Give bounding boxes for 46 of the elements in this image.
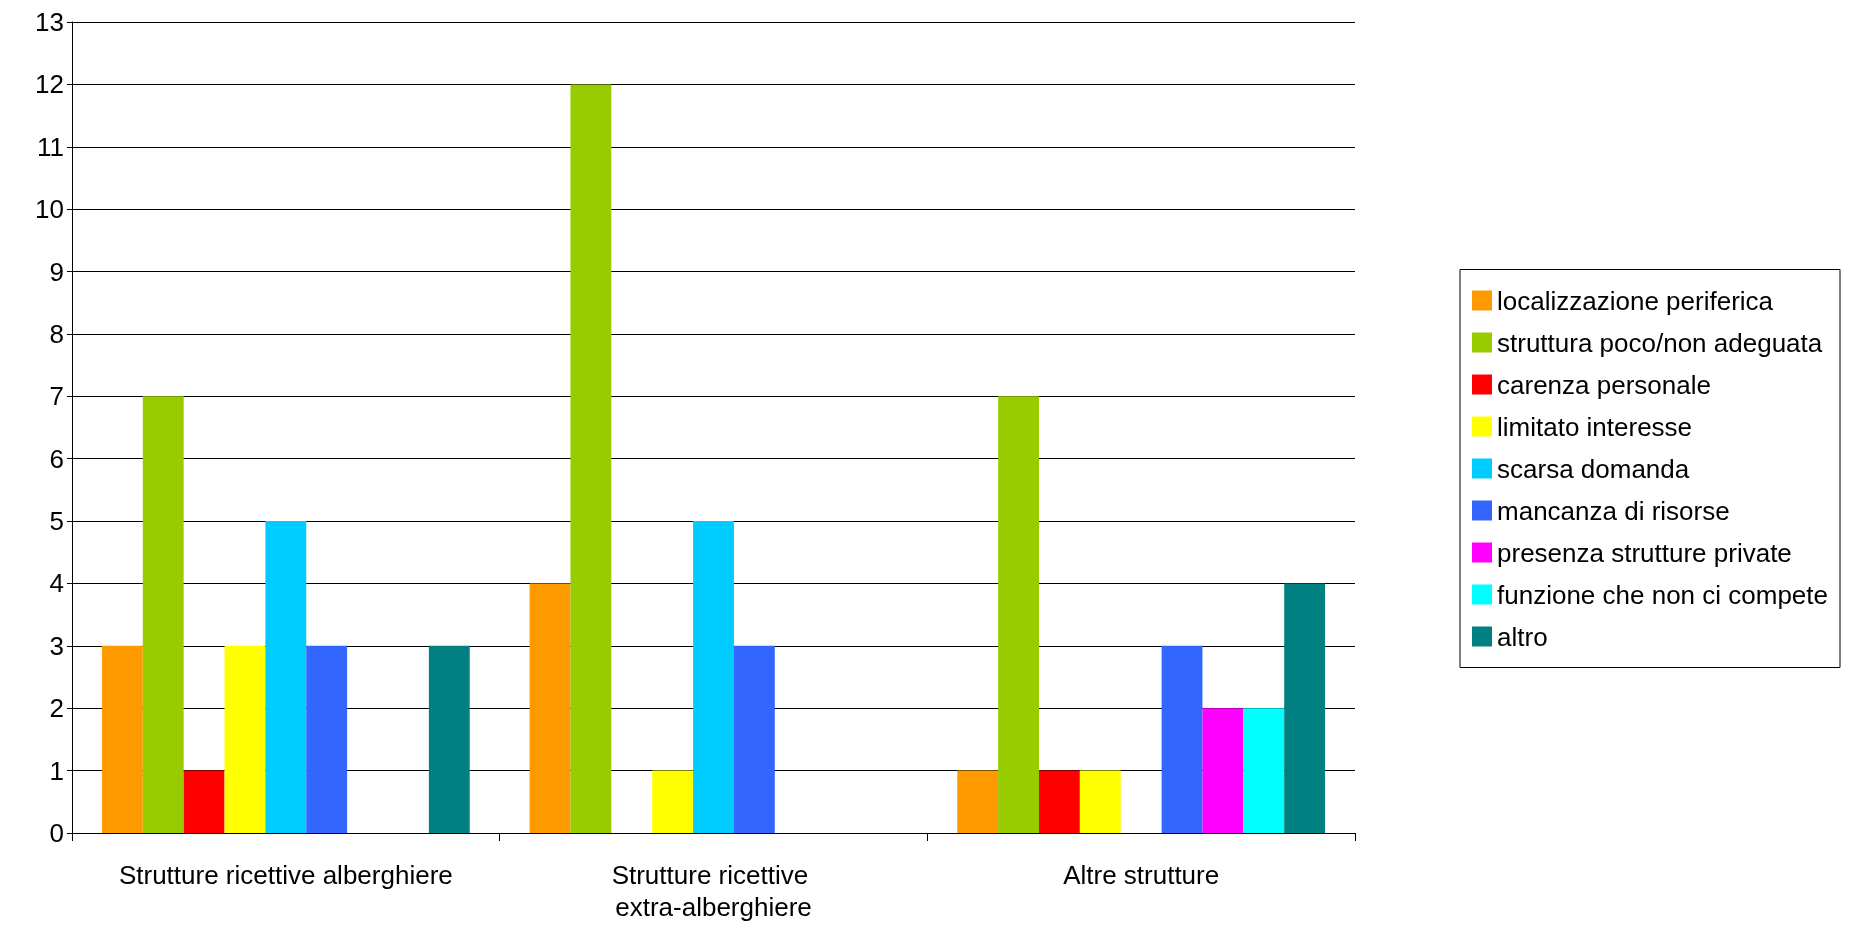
legend-label: scarsa domanda: [1497, 453, 1690, 484]
y-tick-label: 4: [49, 568, 64, 599]
bar: [183, 770, 225, 833]
y-tick-label: 8: [49, 318, 64, 349]
y-tick-label: 9: [49, 256, 64, 287]
y-tick-label: 3: [49, 630, 64, 661]
bar: [101, 645, 143, 833]
legend-label: limitato interesse: [1497, 411, 1693, 442]
y-tick-label: 7: [49, 381, 64, 412]
y-tick-label: 13: [35, 7, 64, 37]
y-tick-label: 10: [35, 194, 64, 225]
bar: [428, 645, 470, 833]
y-tick-label: 2: [49, 693, 64, 724]
bar: [1039, 770, 1080, 833]
y-tick-label: 5: [49, 506, 64, 537]
bar: [1161, 645, 1203, 833]
bar: [733, 645, 775, 833]
bar: [265, 521, 307, 833]
bar: [1243, 708, 1285, 833]
y-tick-label: 0: [49, 818, 64, 848]
bar: [652, 770, 694, 833]
y-tick-label: 1: [49, 755, 64, 786]
legend-label: funzione che non ci compete: [1497, 579, 1829, 610]
legend-label: struttura poco/non adeguata: [1497, 327, 1823, 358]
bar: [570, 84, 612, 833]
y-tick-label: 6: [49, 443, 64, 474]
bar: [693, 521, 734, 833]
bar: [1202, 708, 1244, 833]
legend-label: carenza personale: [1497, 369, 1711, 400]
bar: [957, 770, 999, 833]
y-tick-label: 12: [35, 69, 64, 100]
y-tick-label: 11: [37, 131, 64, 162]
bar: [529, 583, 571, 833]
legend-label: mancanza di risorse: [1497, 495, 1730, 526]
bar: [1079, 770, 1121, 833]
legend-label: localizzazione periferica: [1497, 285, 1774, 316]
x-tick-label: Strutture ricettive extra-alberghiere: [611, 860, 816, 922]
x-tick-label: Strutture ricettive alberghiere: [118, 860, 453, 890]
legend-label: altro: [1497, 621, 1548, 652]
bar: [998, 396, 1039, 833]
bar: [142, 396, 184, 833]
bar: [306, 645, 348, 833]
x-tick-label: Altre strutture: [1063, 860, 1220, 890]
bar: [224, 645, 266, 833]
bar: [1284, 583, 1326, 833]
legend-label: presenza strutture private: [1497, 537, 1792, 568]
